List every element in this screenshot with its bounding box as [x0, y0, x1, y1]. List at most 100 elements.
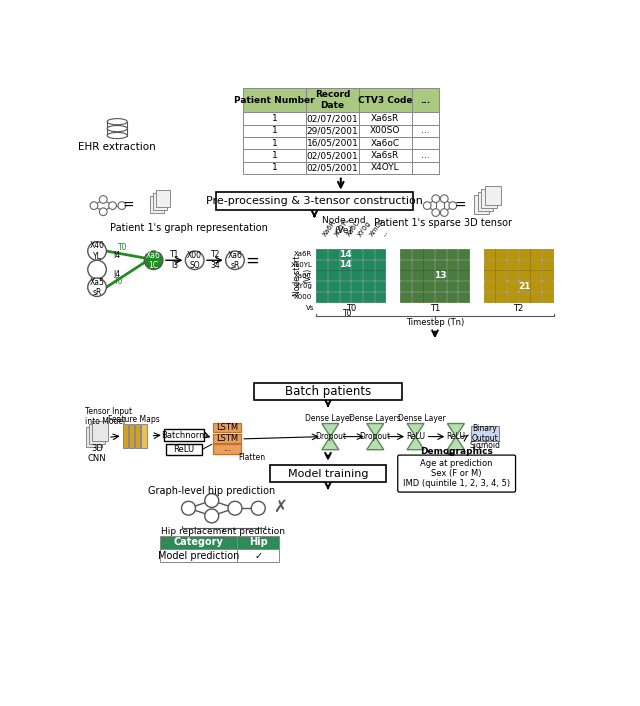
Bar	[340, 281, 351, 291]
Bar	[363, 281, 374, 291]
Bar	[307, 88, 359, 112]
Bar	[447, 281, 458, 291]
Bar	[423, 292, 434, 302]
Bar	[423, 281, 434, 291]
Text: 16/05/2001: 16/05/2001	[307, 139, 358, 148]
Bar	[542, 260, 553, 270]
Bar	[243, 125, 307, 137]
Polygon shape	[367, 436, 384, 450]
Bar	[141, 424, 147, 448]
Circle shape	[186, 251, 204, 270]
Text: 1: 1	[271, 126, 277, 136]
Text: X00YL: X00YL	[334, 217, 351, 238]
Bar	[237, 549, 279, 562]
Text: Graph-level hip prediction: Graph-level hip prediction	[148, 486, 275, 496]
Text: Model training: Model training	[288, 469, 368, 479]
Text: T2: T2	[513, 304, 524, 313]
Bar	[435, 292, 446, 302]
Text: 21: 21	[518, 282, 531, 291]
Circle shape	[440, 195, 448, 203]
Bar	[359, 112, 412, 125]
Bar	[400, 281, 411, 291]
Text: T0: T0	[346, 304, 356, 313]
Text: ReLU: ReLU	[446, 432, 465, 441]
Ellipse shape	[107, 133, 127, 138]
Text: X00SO: X00SO	[370, 126, 401, 136]
Ellipse shape	[107, 126, 127, 132]
Bar	[531, 249, 541, 258]
Bar	[423, 260, 434, 270]
Bar	[458, 270, 469, 280]
Text: Feature Maps: Feature Maps	[108, 415, 159, 424]
Text: XY0g: XY0g	[357, 220, 372, 238]
Bar	[458, 281, 469, 291]
Bar	[123, 424, 128, 448]
Text: 02/05/2001: 02/05/2001	[307, 163, 358, 172]
Bar	[495, 249, 506, 258]
Text: 02/05/2001: 02/05/2001	[307, 151, 358, 160]
Text: Dropout: Dropout	[315, 432, 346, 441]
Bar	[484, 249, 495, 258]
Bar	[447, 249, 458, 258]
Bar	[351, 292, 362, 302]
Circle shape	[88, 278, 106, 297]
Polygon shape	[322, 436, 339, 450]
Bar	[328, 292, 339, 302]
Bar	[316, 281, 327, 291]
Text: XY0g: XY0g	[294, 284, 312, 289]
Text: Hip: Hip	[249, 537, 268, 547]
Bar	[129, 424, 134, 448]
Text: Node start
(Vs): Node start (Vs)	[292, 256, 312, 296]
Bar	[166, 444, 202, 455]
Bar	[423, 249, 434, 258]
Bar	[412, 281, 422, 291]
Bar	[423, 270, 434, 280]
Bar	[481, 189, 497, 208]
Bar	[412, 162, 439, 174]
Bar	[340, 249, 351, 258]
Polygon shape	[407, 436, 424, 450]
Circle shape	[205, 493, 219, 508]
Bar	[328, 281, 339, 291]
Text: ✓: ✓	[254, 551, 262, 561]
Text: 34: 34	[211, 261, 221, 270]
Circle shape	[440, 209, 448, 217]
Circle shape	[88, 241, 106, 261]
Text: Patient 1's graph representation: Patient 1's graph representation	[109, 223, 268, 233]
Text: Hip replacement prediction: Hip replacement prediction	[161, 527, 285, 536]
Ellipse shape	[107, 119, 127, 125]
Text: 1: 1	[271, 114, 277, 123]
Text: EHR extraction: EHR extraction	[78, 142, 156, 152]
Bar	[374, 249, 385, 258]
Text: 14: 14	[339, 261, 352, 270]
Bar	[474, 195, 489, 214]
Circle shape	[182, 501, 195, 515]
Bar	[351, 270, 362, 280]
Bar	[135, 424, 140, 448]
Text: X000: X000	[294, 294, 312, 300]
Circle shape	[449, 202, 457, 210]
Bar	[507, 292, 518, 302]
Bar	[316, 292, 327, 302]
Text: T1: T1	[430, 304, 440, 313]
Text: Timestep (Tn): Timestep (Tn)	[406, 318, 464, 327]
Text: Xa6R: Xa6R	[322, 220, 337, 238]
Bar	[484, 270, 495, 280]
Bar	[340, 292, 351, 302]
Text: ReLU: ReLU	[406, 432, 425, 441]
Text: Xa6sR: Xa6sR	[371, 151, 399, 160]
Circle shape	[432, 209, 440, 217]
Text: T0: T0	[114, 277, 124, 287]
Text: Node end
(Ve): Node end (Ve)	[322, 216, 365, 235]
Bar	[458, 249, 469, 258]
Text: LSTM: LSTM	[216, 433, 238, 443]
Bar	[213, 444, 241, 453]
Bar	[495, 260, 506, 270]
Bar	[316, 270, 327, 280]
Circle shape	[252, 501, 265, 515]
Text: CTV3 Code: CTV3 Code	[358, 95, 413, 104]
Bar	[518, 270, 529, 280]
Bar	[507, 281, 518, 291]
FancyBboxPatch shape	[397, 455, 516, 492]
Text: Dense Layer: Dense Layer	[398, 414, 445, 423]
